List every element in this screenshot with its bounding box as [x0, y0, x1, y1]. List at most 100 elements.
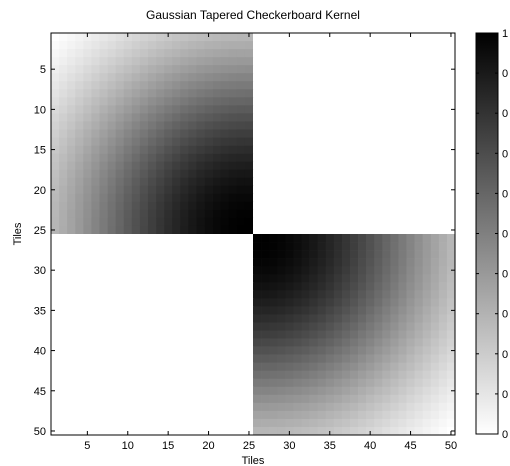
heatmap-cell — [212, 129, 222, 138]
heatmap-cell — [244, 65, 254, 74]
heatmap-cell — [390, 322, 399, 331]
heatmap-cell — [325, 250, 335, 259]
heatmap-cell — [414, 217, 424, 227]
heatmap-cell — [204, 89, 213, 98]
heatmap-cell — [156, 370, 165, 380]
heatmap-cell — [220, 258, 230, 267]
heatmap-cell — [277, 274, 286, 283]
heatmap-cell — [293, 161, 302, 171]
heatmap-cell — [51, 145, 60, 154]
heatmap-cell — [253, 250, 262, 259]
heatmap-cell — [406, 250, 415, 259]
heatmap-cell — [406, 121, 415, 130]
heatmap-cell — [301, 242, 310, 251]
heatmap-cell — [293, 386, 302, 396]
heatmap-cell — [156, 65, 165, 74]
heatmap-cell — [390, 193, 399, 203]
heatmap-cell — [244, 177, 254, 187]
heatmap-cell — [156, 322, 165, 331]
heatmap-cell — [196, 137, 205, 146]
heatmap-cell — [358, 193, 367, 203]
heatmap-cell — [147, 362, 157, 372]
heatmap-cell — [269, 193, 278, 203]
heatmap-cell — [212, 378, 222, 388]
heatmap-cell — [172, 346, 181, 355]
heatmap-cell — [204, 242, 213, 251]
heatmap-cell — [236, 274, 246, 283]
heatmap-cell — [131, 282, 141, 291]
heatmap-cell — [75, 314, 84, 323]
heatmap-cell — [204, 153, 213, 162]
heatmap-cell — [333, 169, 343, 179]
heatmap-cell — [244, 418, 254, 428]
heatmap-cell — [269, 65, 278, 74]
heatmap-cell — [253, 418, 262, 428]
heatmap-cell — [285, 33, 294, 42]
heatmap-cell — [212, 306, 222, 315]
heatmap-cell — [123, 242, 133, 251]
heatmap-cell — [422, 418, 432, 428]
heatmap-cell — [115, 426, 125, 436]
heatmap-cell — [99, 370, 108, 380]
heatmap-cell — [196, 274, 205, 283]
heatmap-cell — [430, 418, 440, 428]
heatmap-cell — [51, 49, 60, 58]
heatmap-cell — [188, 410, 197, 420]
heatmap-cell — [261, 258, 270, 267]
heatmap-cell — [172, 57, 181, 66]
heatmap-cell — [438, 65, 448, 74]
heatmap-cell — [83, 193, 92, 203]
heatmap-cell — [220, 338, 230, 347]
heatmap-cell — [180, 209, 189, 219]
heatmap-cell — [59, 330, 68, 339]
colorbar-tick-label: 0 — [502, 269, 508, 281]
heatmap-cell — [390, 153, 399, 162]
heatmap-cell — [253, 153, 262, 162]
heatmap-cell — [147, 113, 157, 122]
heatmap-cell — [115, 169, 125, 179]
heatmap-cell — [390, 129, 399, 138]
heatmap-cell — [293, 169, 302, 179]
heatmap-cell — [301, 402, 310, 412]
heatmap-cell — [139, 386, 149, 396]
heatmap-cell — [390, 370, 399, 380]
heatmap-cell — [59, 354, 68, 363]
heatmap-cell — [269, 41, 278, 50]
heatmap-cell — [293, 145, 302, 154]
heatmap-cell — [285, 290, 294, 299]
heatmap-cell — [285, 65, 294, 74]
heatmap-cell — [91, 89, 100, 98]
heatmap-cell — [446, 330, 456, 339]
heatmap-cell — [382, 49, 391, 58]
heatmap-cell — [212, 314, 222, 323]
heatmap-cell — [180, 282, 189, 291]
heatmap-cell — [358, 145, 367, 154]
heatmap-cell — [172, 129, 181, 138]
heatmap-cell — [390, 41, 399, 50]
heatmap-cell — [236, 314, 246, 323]
heatmap-cell — [382, 41, 391, 50]
heatmap-cell — [438, 121, 448, 130]
x-tick-label: 50 — [445, 440, 457, 452]
heatmap-cell — [285, 394, 294, 404]
heatmap-cell — [172, 105, 181, 114]
heatmap-cell — [358, 242, 367, 251]
heatmap-cell — [317, 394, 327, 404]
heatmap-cell — [374, 386, 383, 396]
heatmap-cell — [180, 97, 189, 106]
heatmap-cell — [244, 33, 254, 42]
heatmap-cell — [374, 33, 383, 42]
heatmap-cell — [67, 41, 76, 50]
heatmap-cell — [51, 33, 60, 42]
heatmap-cell — [204, 370, 213, 380]
heatmap-cell — [341, 209, 351, 219]
heatmap-cell — [398, 201, 407, 211]
heatmap-cell — [147, 41, 157, 50]
heatmap-cell — [366, 89, 375, 98]
heatmap-cell — [139, 306, 149, 315]
heatmap-cell — [341, 282, 351, 291]
heatmap-cell — [285, 121, 294, 130]
heatmap-cell — [430, 105, 440, 114]
heatmap-cell — [51, 113, 60, 122]
heatmap-cell — [414, 370, 424, 380]
